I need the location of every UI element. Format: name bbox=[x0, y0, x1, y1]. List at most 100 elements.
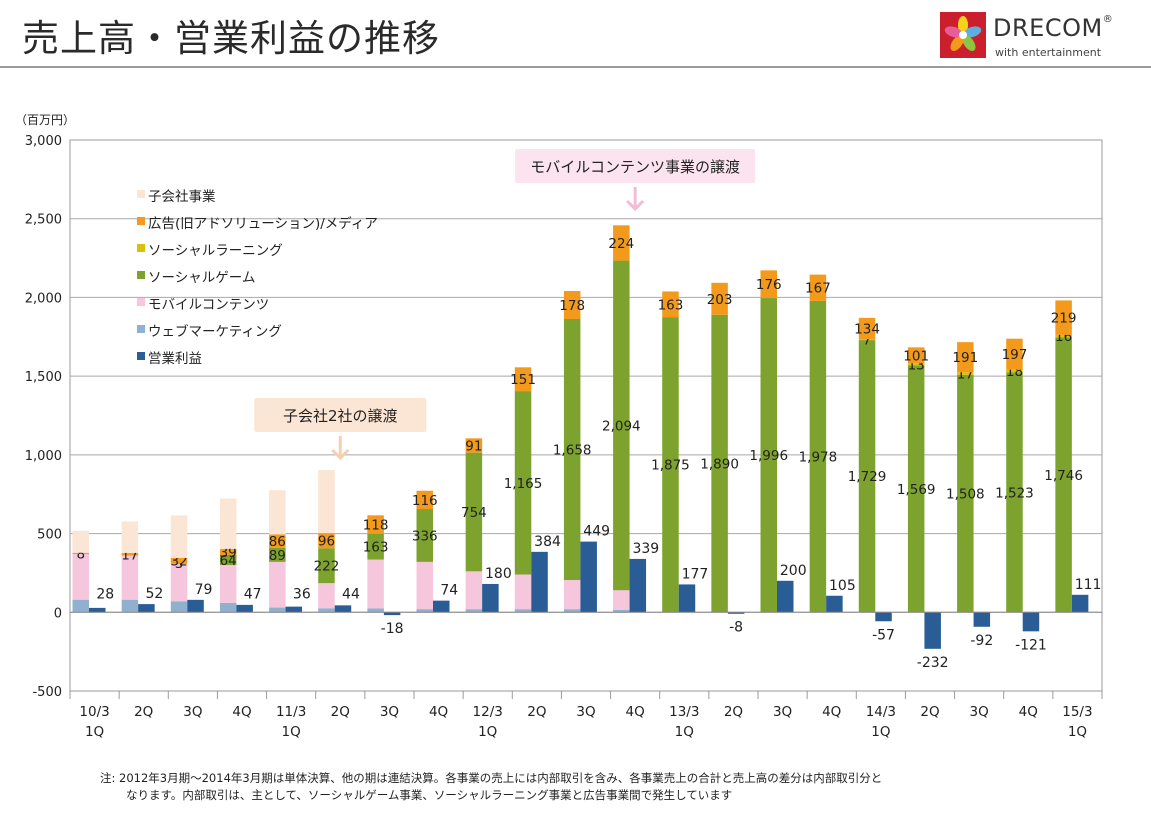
x-tick-label: 3Q bbox=[380, 704, 399, 720]
data-label: 1,890 bbox=[700, 457, 739, 473]
data-label: 89 bbox=[269, 548, 286, 564]
bar-segment bbox=[760, 298, 777, 613]
data-label: 105 bbox=[829, 578, 856, 594]
bar-segment bbox=[465, 438, 483, 453]
y-tick-label: 500 bbox=[37, 528, 62, 543]
data-label: 224 bbox=[608, 236, 634, 252]
bar-segment bbox=[219, 498, 237, 549]
data-label: 74 bbox=[440, 583, 458, 599]
x-tick-label: 2Q bbox=[331, 704, 350, 720]
bar-segment bbox=[858, 338, 876, 341]
x-tick-label: 1Q bbox=[1068, 724, 1087, 740]
profit-bar bbox=[875, 612, 892, 622]
logo-flower-icon bbox=[940, 12, 986, 58]
data-label: 178 bbox=[559, 298, 585, 314]
bar-segment bbox=[563, 290, 581, 319]
x-tick-label: 4Q bbox=[232, 704, 251, 720]
bar-segment bbox=[72, 554, 89, 600]
callout-arrowhead bbox=[331, 448, 350, 461]
bar-segment bbox=[1055, 300, 1072, 335]
profit-bar bbox=[187, 599, 204, 613]
x-tick-label: 1Q bbox=[675, 724, 694, 740]
bar-segment bbox=[1006, 369, 1023, 373]
y-tick-label: 2,500 bbox=[25, 213, 62, 228]
data-label: 134 bbox=[854, 321, 880, 337]
data-label: 222 bbox=[314, 559, 340, 575]
x-tick-label: 14/3 bbox=[866, 704, 896, 720]
profit-bar bbox=[777, 580, 794, 613]
x-tick-label: 2Q bbox=[724, 704, 743, 720]
bar-segment bbox=[318, 533, 335, 549]
data-label: 180 bbox=[485, 566, 512, 582]
bar-segment bbox=[170, 563, 188, 602]
callout-text: 子会社2社の譲渡 bbox=[283, 407, 398, 425]
y-tick-label: 0 bbox=[54, 606, 62, 621]
legend-label: 広告(旧アドソリューション)/メディア bbox=[148, 215, 378, 232]
bar-segment bbox=[465, 452, 483, 572]
x-tick-label: 11/3 bbox=[276, 704, 306, 720]
data-label: 52 bbox=[145, 586, 163, 602]
data-label: 177 bbox=[682, 566, 709, 582]
data-label: 754 bbox=[461, 505, 487, 521]
x-tick-label: 2Q bbox=[527, 704, 546, 720]
drecom-logo: DRECOM® with entertainment bbox=[940, 10, 1145, 64]
data-label: 1,165 bbox=[504, 476, 543, 492]
callout-arrowhead bbox=[626, 199, 645, 212]
bar-segment bbox=[72, 530, 89, 553]
footnote: 注: 2012年3月期～2014年3月期は単体決算、他の期は連結決算。各事業の売… bbox=[100, 770, 1120, 804]
bar-segment bbox=[465, 571, 483, 610]
data-label: 200 bbox=[780, 563, 807, 579]
data-label: 219 bbox=[1051, 311, 1077, 327]
logo-wordmark: DRECOM® bbox=[993, 14, 1114, 42]
profit-bar bbox=[236, 604, 253, 613]
profit-bar bbox=[89, 607, 106, 613]
data-label: -18 bbox=[381, 621, 404, 637]
data-label: 111 bbox=[1075, 577, 1102, 593]
bar-segment bbox=[367, 608, 384, 613]
bar-segment bbox=[613, 260, 630, 591]
bar-segment bbox=[613, 590, 630, 610]
profit-bar bbox=[727, 612, 745, 614]
legend-swatch bbox=[137, 244, 145, 252]
data-label: 449 bbox=[583, 524, 610, 540]
legend-swatch bbox=[137, 190, 145, 198]
bar-segment bbox=[1006, 338, 1023, 370]
legend-swatch bbox=[137, 352, 145, 360]
bar-segment bbox=[907, 365, 925, 613]
sales-profit-chart: -500 0 500 1,000 1,500 2,000 2,500 3,000 （百万円） 10… bbox=[15, 113, 1103, 740]
bar-segment bbox=[957, 342, 974, 373]
y-tick-label: -500 bbox=[32, 685, 62, 700]
profit-bar bbox=[433, 600, 450, 613]
data-label: 197 bbox=[1002, 347, 1028, 363]
bar-segment bbox=[514, 609, 532, 613]
bar-segment bbox=[613, 609, 630, 613]
x-tick-label: 3Q bbox=[576, 704, 595, 720]
profit-bar bbox=[973, 612, 991, 627]
bar-segment bbox=[907, 347, 925, 364]
legend-swatch bbox=[137, 271, 145, 279]
x-tick-label: 3Q bbox=[970, 704, 989, 720]
data-label: 163 bbox=[658, 297, 684, 313]
x-tick-label: 4Q bbox=[429, 704, 448, 720]
bar-segment bbox=[662, 317, 679, 613]
bar-segment bbox=[711, 314, 728, 613]
y-tick-label: 3,000 bbox=[25, 134, 62, 149]
bar-segment bbox=[170, 557, 188, 564]
profit-bar bbox=[826, 595, 843, 613]
data-label: 3 bbox=[175, 556, 184, 572]
footnote-line-1: 注: 2012年3月期～2014年3月期は単体決算、他の期は連結決算。各事業の売… bbox=[100, 771, 883, 785]
bar-segment bbox=[367, 559, 384, 609]
legend-swatch bbox=[137, 325, 145, 333]
data-label: 28 bbox=[96, 586, 114, 602]
x-tick-label: 4Q bbox=[822, 704, 841, 720]
x-tick-label: 1Q bbox=[871, 724, 890, 740]
bar-segment bbox=[170, 601, 188, 613]
x-tick-label: 15/3 bbox=[1062, 704, 1092, 720]
data-label: -8 bbox=[729, 620, 743, 636]
bar-segment bbox=[760, 270, 777, 299]
bar-segment bbox=[662, 291, 679, 318]
data-label: 176 bbox=[756, 277, 782, 293]
bar-segment bbox=[957, 374, 974, 613]
bar-segment bbox=[269, 561, 286, 608]
bar-segment bbox=[72, 599, 89, 613]
